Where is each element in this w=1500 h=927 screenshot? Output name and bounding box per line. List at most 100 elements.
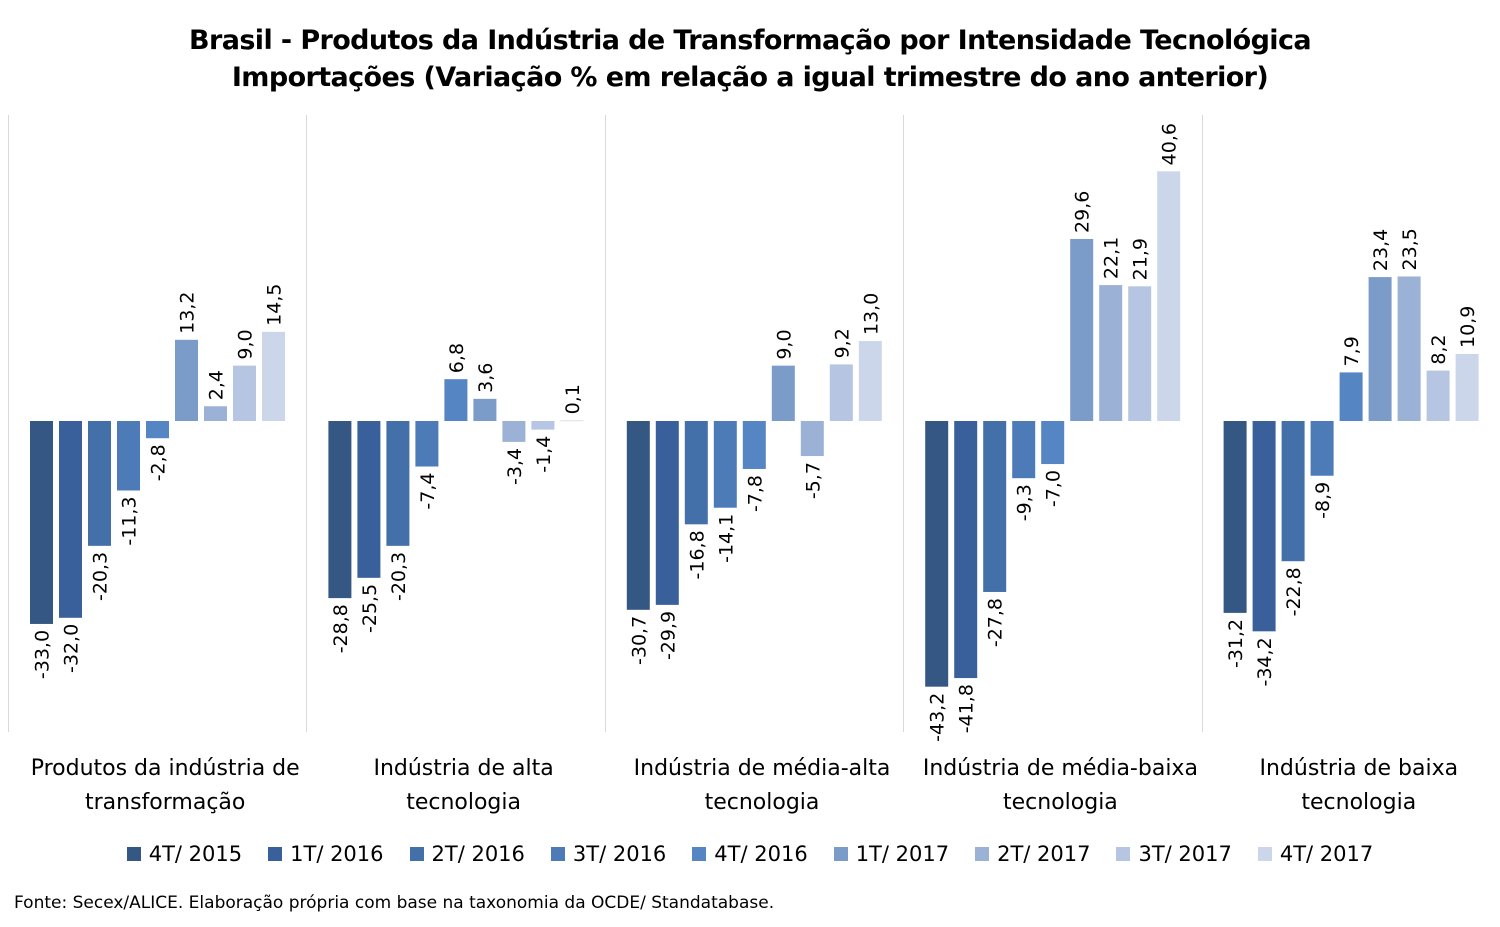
data-label: 10,9 [1457, 306, 1479, 348]
bar [146, 421, 169, 439]
data-label: 9,0 [773, 329, 795, 359]
bar [742, 421, 766, 469]
data-label: 22,1 [1101, 237, 1123, 279]
data-label: -20,3 [90, 552, 112, 601]
bar [30, 421, 53, 624]
bar [713, 421, 737, 508]
chart-title-line-2: Importações (Variação % em relação a igu… [231, 62, 1269, 93]
data-label: 13,0 [860, 293, 882, 335]
legend-item: 4T/ 2015 [126, 842, 243, 866]
data-label: -1,4 [533, 436, 555, 473]
legend-swatch [550, 847, 565, 861]
source-note: Fonte: Secex/ALICE. Elaboração própria c… [14, 893, 775, 913]
data-label: 9,2 [831, 328, 853, 358]
bar [1368, 277, 1392, 421]
bar [800, 421, 824, 457]
data-label: 6,8 [446, 343, 468, 373]
bar [1426, 370, 1450, 421]
data-label: -29,9 [657, 611, 679, 660]
bar [983, 421, 1007, 592]
bar [771, 365, 795, 421]
data-label: -41,8 [956, 684, 978, 733]
data-label: 0,1 [562, 384, 584, 414]
legend-label: 3T/ 2016 [572, 842, 667, 866]
data-label: 9,0 [235, 329, 257, 359]
data-label: 29,6 [1072, 191, 1094, 233]
legend-swatch [692, 847, 707, 861]
data-label: 2,4 [206, 370, 228, 400]
legend-swatch [1257, 847, 1272, 861]
bar [626, 421, 650, 610]
legend-swatch [268, 847, 283, 861]
bar [328, 421, 352, 599]
legend-item: 2T/ 2016 [409, 842, 525, 866]
legend-swatch [1116, 847, 1131, 861]
bar [502, 421, 526, 442]
legend-label: 2T/ 2017 [997, 842, 1091, 866]
legend-label: 1T/ 2017 [855, 842, 950, 866]
bar [829, 364, 853, 421]
bar [88, 421, 111, 546]
data-label: 23,5 [1399, 228, 1421, 270]
category-label: tecnologia [705, 790, 820, 815]
bar [1041, 421, 1065, 465]
bar [175, 339, 198, 421]
data-label: -2,8 [148, 444, 170, 481]
data-label: -8,9 [1312, 482, 1334, 519]
data-label: 14,5 [264, 284, 286, 326]
bar [655, 421, 679, 605]
data-label: -7,8 [744, 475, 766, 512]
bar [858, 341, 882, 421]
data-label: -27,8 [985, 598, 1007, 647]
legend: 4T/ 2015 1T/ 2016 2T/ 2016 3T/ 2016 4T/ 2016… [0, 842, 1500, 866]
bar [531, 421, 555, 430]
bar [1012, 421, 1036, 479]
bar [1099, 285, 1123, 421]
bar [59, 421, 82, 618]
legend-label: 3T/ 2017 [1138, 842, 1232, 866]
legend-swatch [126, 847, 141, 861]
data-label: -5,7 [802, 462, 824, 499]
bar [1223, 421, 1247, 613]
data-label: -30,7 [628, 616, 650, 665]
bar [233, 365, 256, 421]
category-label: Indústria de média-alta [634, 756, 891, 781]
category-label: Produtos da indústria de [31, 756, 300, 781]
data-label: 7,9 [1341, 336, 1363, 366]
bar [473, 398, 497, 421]
bar [415, 421, 439, 467]
category-label: tecnologia [1003, 790, 1118, 815]
chart-title: Brasil - Produtos da Indústria de Transf… [0, 22, 1500, 96]
data-label: -33,0 [32, 630, 54, 679]
chart-title-line-1: Brasil - Produtos da Indústria de Transf… [189, 25, 1312, 56]
data-label: -16,8 [686, 530, 708, 579]
data-label: -20,3 [388, 552, 410, 601]
bar [560, 420, 584, 422]
legend-item: 4T/ 2016 [692, 842, 808, 866]
data-label: -7,4 [417, 473, 439, 510]
category-label: Indústria de baixa [1259, 756, 1458, 781]
legend-swatch [833, 847, 848, 861]
bar [1157, 171, 1181, 421]
data-label: 13,2 [177, 292, 199, 334]
legend-item: 1T/ 2017 [833, 842, 950, 866]
bar [954, 421, 978, 679]
legend-item: 1T/ 2016 [268, 842, 384, 866]
data-label: -7,0 [1043, 470, 1065, 507]
bar [1397, 276, 1421, 421]
category-label: transformação [85, 790, 245, 815]
data-label: -31,2 [1225, 619, 1247, 668]
data-label: -28,8 [330, 604, 352, 653]
legend-label: 4T/ 2015 [148, 842, 243, 866]
legend-item: 3T/ 2017 [1116, 842, 1232, 866]
bar [444, 379, 468, 421]
data-label: -43,2 [927, 693, 949, 742]
data-label: -32,0 [61, 624, 83, 673]
bar [1128, 286, 1152, 421]
bar [262, 331, 285, 421]
data-label: -34,2 [1254, 637, 1276, 686]
data-label: -14,1 [715, 514, 737, 563]
legend-label: 4T/ 2016 [714, 842, 808, 866]
bar [925, 421, 949, 687]
